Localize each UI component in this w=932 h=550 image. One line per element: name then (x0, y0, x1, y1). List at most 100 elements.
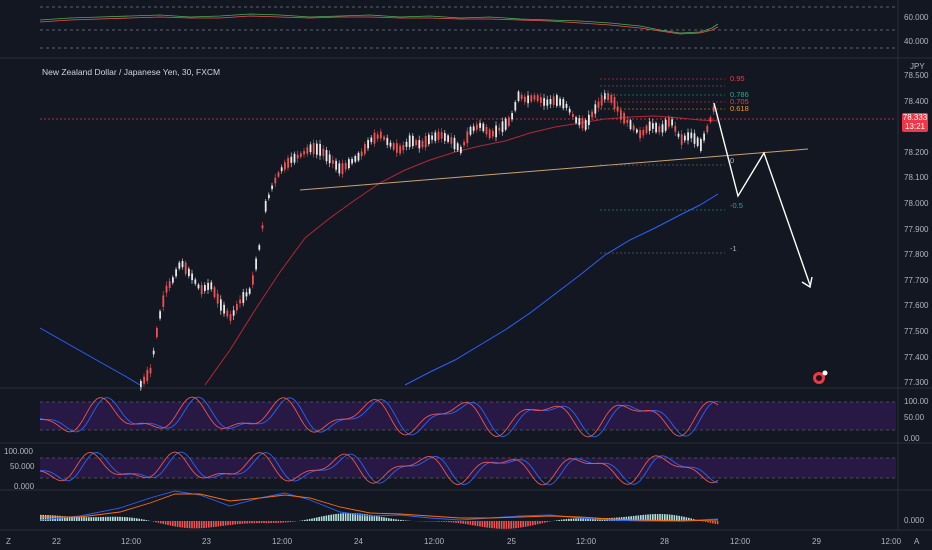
candle-body (428, 134, 430, 145)
macd-histogram-bar (49, 515, 52, 521)
candle-body (242, 292, 245, 304)
macd-histogram-bar (251, 521, 253, 524)
macd-histogram-bar (673, 515, 676, 521)
price-axis-label: 78.200 (904, 148, 929, 157)
macd-histogram-bar (229, 521, 232, 525)
fibonacci-levels (600, 78, 725, 254)
macd-histogram-bar (644, 514, 647, 521)
macd-histogram-bar (349, 513, 352, 521)
macd-histogram-bar (284, 521, 287, 523)
candle-body (495, 125, 497, 138)
candle-body (552, 96, 555, 105)
macd-histogram-bar (66, 516, 68, 521)
candle-body (325, 149, 328, 162)
macd-histogram-bar (656, 514, 659, 521)
macd-histogram-bar (704, 521, 707, 522)
candle-body (210, 282, 213, 290)
projection-arrowhead (801, 276, 813, 289)
macd-histogram-bar (529, 521, 532, 526)
candle-body (229, 314, 232, 321)
macd-histogram-bar (152, 521, 155, 522)
candle-body (357, 152, 360, 161)
time-axis-label: 23 (202, 537, 211, 546)
last-price: 78.333 (902, 113, 928, 122)
macd-histogram-bar (402, 520, 404, 521)
macd-histogram-bar (246, 521, 248, 524)
macd-histogram-bar (592, 518, 594, 521)
candle-body (703, 133, 705, 141)
macd-histogram-bar (184, 521, 186, 528)
candle-body (498, 127, 501, 131)
candle-body (258, 245, 261, 250)
macd-histogram-bar (556, 520, 558, 521)
auto-scale-button[interactable]: A (914, 537, 920, 546)
candle-body (341, 163, 344, 175)
macd-histogram-bar (452, 521, 455, 523)
price-axis-label: 77.700 (904, 276, 929, 285)
candle-body (597, 101, 600, 108)
macd-histogram-bar (460, 521, 462, 524)
macd-histogram-bar (258, 521, 260, 524)
macd-histogram-bar (119, 516, 121, 521)
candle-body (690, 132, 693, 139)
timezone-button[interactable]: Z (6, 537, 11, 546)
candle-body (671, 119, 673, 126)
macd-histogram-bar (277, 521, 280, 523)
macd-histogram-bar (486, 521, 488, 528)
alert-clock-icon[interactable] (813, 370, 828, 385)
macd-histogram-bar (642, 514, 644, 521)
macd-histogram-bar (217, 521, 220, 527)
moving-average-red (204, 115, 719, 386)
macd-histogram-bar (325, 515, 328, 521)
macd-histogram-bar (210, 521, 212, 528)
candle-body (549, 98, 552, 105)
candle-body (626, 119, 629, 123)
candle-body (469, 126, 472, 135)
candle-body (236, 304, 238, 311)
candle-body (664, 119, 667, 131)
candle-body (584, 119, 587, 130)
candle-body (396, 143, 398, 153)
macd-histogram-bar (188, 521, 191, 529)
candle-body (572, 113, 574, 118)
macd-histogram-bar (668, 514, 671, 521)
candle-body (367, 140, 369, 149)
candle-body (546, 99, 549, 106)
stochrsi-axis-label: 0.000 (14, 482, 35, 491)
candle-body (520, 94, 523, 100)
ascending-trendline (299, 148, 809, 191)
macd-histogram-bar (481, 521, 484, 527)
candle-body (232, 310, 235, 316)
macd-histogram-bar (436, 521, 438, 522)
macd-histogram-bar (270, 521, 272, 524)
macd-histogram-bar (496, 521, 498, 529)
macd-histogram-bar (716, 521, 719, 525)
candle-body (152, 350, 155, 355)
candle-body (450, 137, 453, 144)
candle-body (642, 129, 645, 136)
macd-histogram-bar (227, 521, 229, 526)
candle-body (668, 117, 670, 127)
macd-histogram-bar (236, 521, 239, 525)
candle-body (184, 262, 187, 274)
currency-label: JPY (910, 62, 925, 71)
candle-body (658, 126, 661, 133)
candle-body (412, 135, 414, 147)
macd-histogram-bar (164, 521, 167, 525)
macd-histogram-bar (145, 520, 148, 521)
symbol-title[interactable]: New Zealand Dollar / Japanese Yen, 30, F… (42, 67, 221, 77)
macd-histogram-bar (272, 521, 275, 523)
candle-body (399, 145, 401, 154)
macd-histogram-bar (265, 521, 268, 524)
macd-histogram-bar (220, 521, 222, 527)
macd-histogram-bar (688, 517, 690, 521)
macd-histogram-bar (131, 517, 133, 521)
candle-body (197, 284, 200, 289)
candle-body (175, 269, 177, 277)
candle-body (277, 172, 280, 177)
candle-body (661, 124, 664, 133)
candle-body (328, 154, 331, 164)
macd-histogram-bar (215, 521, 217, 527)
macd-histogram-bar (133, 517, 136, 521)
